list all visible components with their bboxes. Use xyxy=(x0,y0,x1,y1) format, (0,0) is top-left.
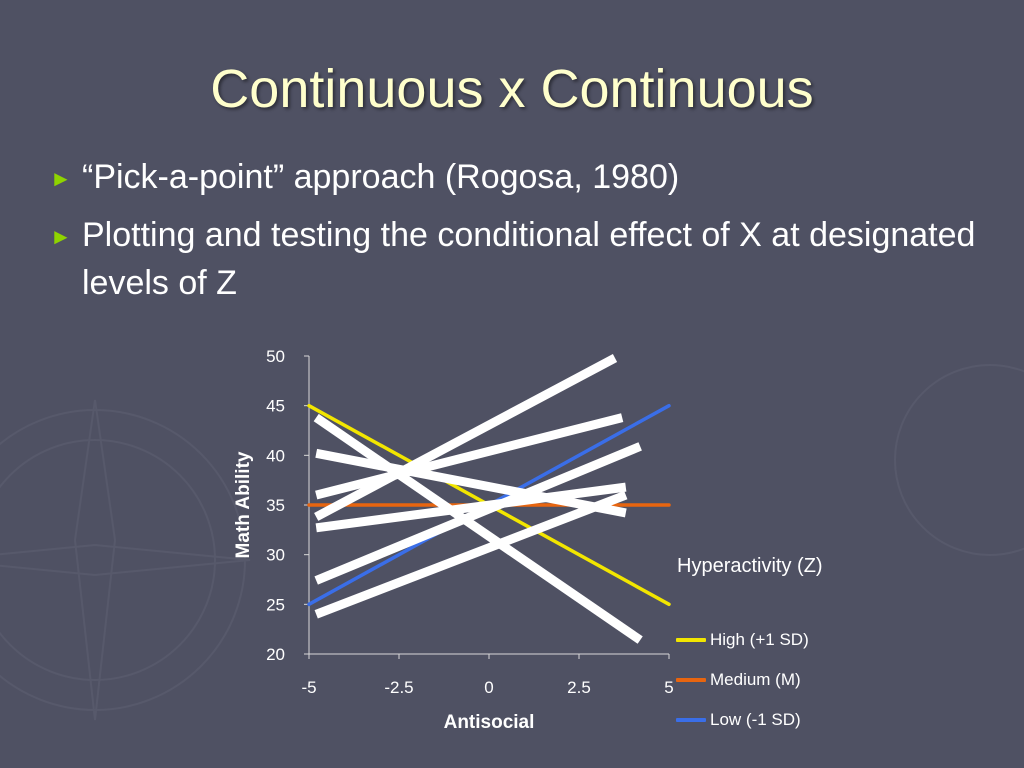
y-axis-label: Math Ability xyxy=(233,451,254,558)
y-tick-label: 20 xyxy=(266,645,285,664)
x-tick-label: 0 xyxy=(484,678,493,697)
x-axis-label: Antisocial xyxy=(444,712,535,733)
x-tick-label: -5 xyxy=(301,678,316,697)
slide-title: Continuous x Continuous xyxy=(210,59,814,119)
overlay-line-5 xyxy=(315,482,627,533)
bullet-text: “Pick-a-point” approach (Rogosa, 1980) xyxy=(82,158,680,196)
bullet-arrow-icon: ► xyxy=(50,166,72,191)
x-tick-label: 5 xyxy=(664,678,673,697)
y-tick-label: 35 xyxy=(266,496,285,515)
chart-overlay-layer xyxy=(313,354,643,644)
y-tick-label: 50 xyxy=(266,347,285,366)
overlay-line-2 xyxy=(315,448,627,518)
overlay-line-4 xyxy=(314,442,642,585)
legend-label: High (+1 SD) xyxy=(710,630,809,649)
legend-swatch-low xyxy=(676,718,706,722)
x-tick-label: -2.5 xyxy=(384,678,413,697)
legend-swatch-high xyxy=(676,638,706,642)
legend-swatch-medium xyxy=(676,678,706,682)
x-tick-label: 2.5 xyxy=(567,678,591,697)
chart-axes: 20 25 30 35 40 45 50 -5 -2.5 0 2.5 5 xyxy=(266,347,674,697)
legend-label: Medium (M) xyxy=(710,670,801,689)
overlay-line-0 xyxy=(314,354,618,521)
y-tick-label: 40 xyxy=(266,446,285,465)
bullet-item: ► “Pick-a-point” approach (Rogosa, 1980) xyxy=(50,153,980,205)
legend-item: High (+1 SD) xyxy=(676,620,809,660)
legend-title: Hyperactivity (Z) xyxy=(677,555,823,577)
y-tick-label: 25 xyxy=(266,595,285,614)
legend-item: Medium (M) xyxy=(676,660,809,700)
overlay-line-1 xyxy=(315,413,624,500)
y-tick-label: 45 xyxy=(266,397,285,416)
legend-label: Low (-1 SD) xyxy=(710,710,801,729)
overlay-line-6 xyxy=(314,490,628,619)
bullet-item: ► Plotting and testing the conditional e… xyxy=(50,211,980,307)
bullet-list: ► “Pick-a-point” approach (Rogosa, 1980)… xyxy=(50,153,980,313)
overlay-line-3 xyxy=(313,413,643,644)
legend-item: Low (-1 SD) xyxy=(676,700,809,740)
bullet-text: Plotting and testing the conditional eff… xyxy=(82,216,976,302)
y-tick-label: 30 xyxy=(266,546,285,565)
chart-legend: High (+1 SD) Medium (M) Low (-1 SD) xyxy=(676,620,809,740)
bullet-arrow-icon: ► xyxy=(50,224,72,249)
